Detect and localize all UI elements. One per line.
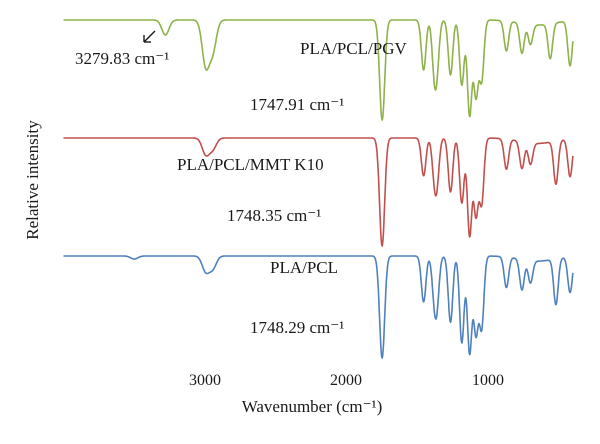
series-line-pla-pcl-mmt-k10 — [63, 137, 574, 247]
x-tick-label: 1000 — [472, 372, 504, 389]
series-line-pla-pcl — [63, 255, 574, 359]
annotation-3279: 3279.83 cm⁻¹ — [75, 49, 169, 68]
x-tick-label: 3000 — [189, 372, 221, 389]
annotation-1748-29: 1748.29 cm⁻¹ — [250, 318, 344, 337]
annotation-1747-91: 1747.91 cm⁻¹ — [250, 95, 344, 114]
series-line-pla-pcl-pgv — [63, 19, 574, 121]
series-label-pla-pcl: PLA/PCL — [270, 258, 338, 277]
annotation-1748-35: 1748.35 cm⁻¹ — [227, 206, 321, 225]
series-label-pla-pcl-pgv: PLA/PCL/PGV — [300, 39, 407, 58]
series-layer — [63, 19, 574, 359]
x-tick-label: 2000 — [330, 372, 362, 389]
y-axis-title: Relative intensity — [23, 120, 42, 240]
annotation-arrow-3279 — [143, 30, 156, 43]
series-label-pla-pcl-mmt: PLA/PCL/MMT K10 — [177, 155, 324, 174]
x-axis-title: Wavenumber (cm⁻¹) — [242, 397, 383, 416]
